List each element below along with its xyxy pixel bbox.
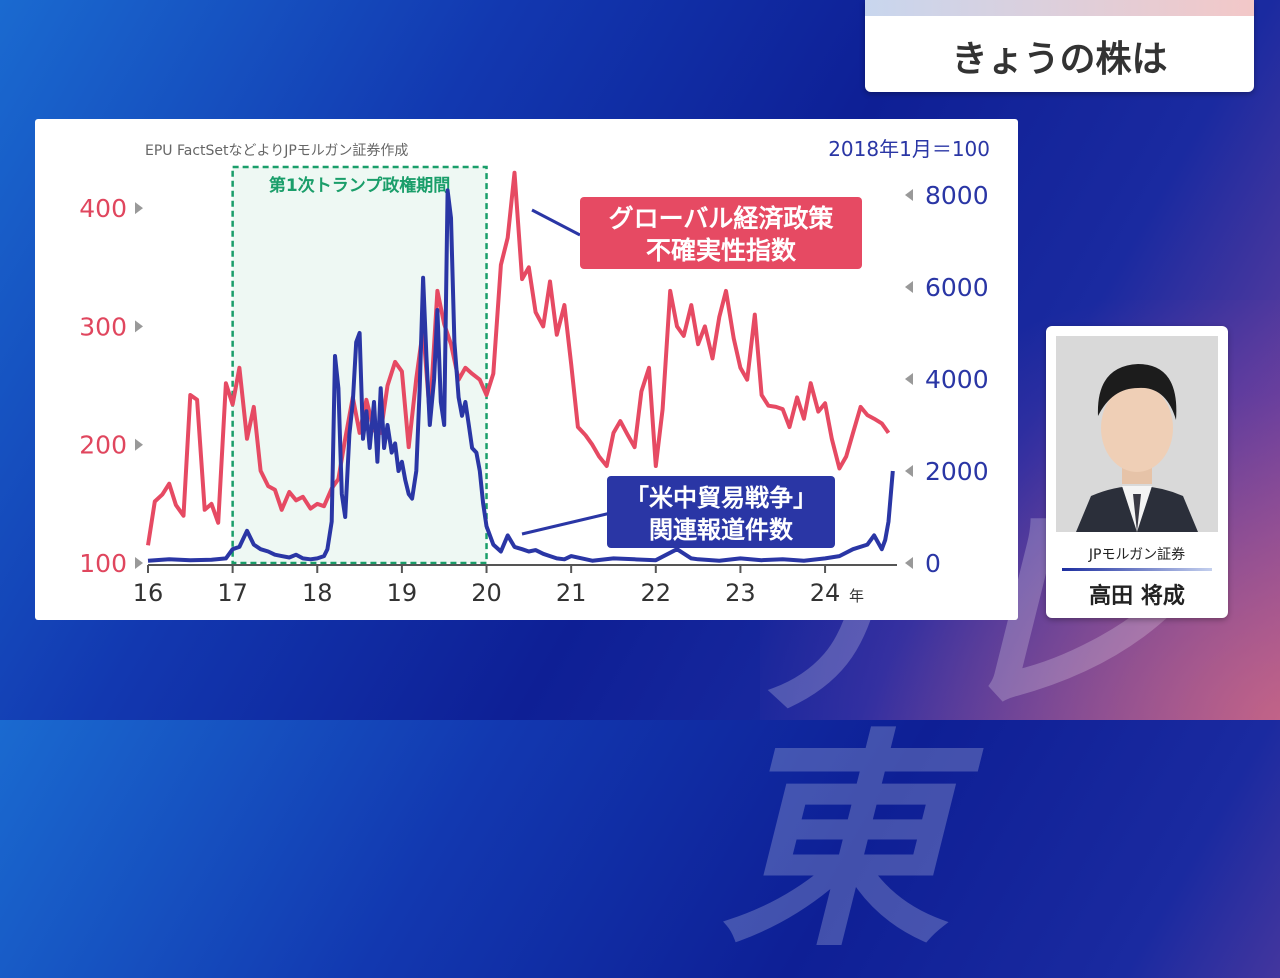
trade-callout-line2: 関連報道件数 [649,516,794,544]
left-tick-label: 300 [79,312,127,341]
guest-name: 高田 将成 [1089,584,1185,609]
x-tick-label: 20 [471,579,502,607]
chart-svg: 第1次トランプ政権期間 EPU FactSetなどよりJPモルガン証券作成 20… [79,137,990,607]
guest-portrait-image [1056,336,1218,532]
trump-period-label: 第1次トランプ政権期間 [269,175,450,196]
left-axis: 100 200 300 400 [79,194,143,578]
trade-callout-box [607,476,835,548]
x-axis: 16 17 18 19 20 21 22 23 24 年 [133,564,897,607]
right-tick-marker [905,281,913,293]
right-tick-label: 4000 [925,365,989,394]
right-axis: 0 2000 4000 6000 8000 [905,181,989,578]
chart-card: 第1次トランプ政権期間 EPU FactSetなどよりJPモルガン証券作成 20… [35,119,1018,620]
program-title-box: きょうの株は [865,0,1254,92]
guest-organization: JPモルガン証券 [1088,547,1186,563]
guest-card: JPモルガン証券 高田 将成 [1046,326,1228,618]
source-note: EPU FactSetなどよりJPモルガン証券作成 [145,143,408,159]
title-strip [865,0,1254,16]
x-axis-unit: 年 [849,587,864,605]
left-tick-label: 200 [79,431,127,460]
right-tick-marker [905,557,913,569]
guest-photo [1056,336,1218,532]
series-trade-war-line [147,188,895,563]
x-tick-label: 21 [556,579,587,607]
left-tick-marker [135,438,143,451]
epu-callout-box [580,197,862,269]
guest-name-divider [1062,568,1212,571]
x-tick-label: 19 [387,579,418,607]
epu-callout-line1: グローバル経済政策 [609,204,835,233]
series-epu-line [146,170,891,546]
x-tick-label: 23 [725,579,756,607]
left-tick-marker [135,202,143,215]
index-base-note: 2018年1月＝100 [828,137,990,161]
right-tick-marker [905,465,913,477]
left-tick-label: 400 [79,194,127,223]
right-tick-label: 0 [925,549,941,578]
right-tick-label: 8000 [925,181,989,210]
program-title: きょうの株は [951,39,1168,80]
left-tick-marker [135,557,143,569]
right-tick-marker [905,373,913,385]
left-tick-marker [135,320,143,333]
x-tick-label: 18 [302,579,333,607]
x-tick-label: 24 [810,579,841,607]
right-tick-marker [905,189,913,201]
epu-callout-pointer [531,208,581,237]
x-tick-label: 16 [133,579,164,607]
right-tick-label: 2000 [925,457,989,486]
x-tick-label: 22 [641,579,672,607]
trade-callout-line1: 「米中貿易戦争」 [625,484,817,512]
left-tick-label: 100 [79,549,127,578]
trade-callout-pointer [521,510,616,536]
right-tick-label: 6000 [925,273,989,302]
epu-callout-line2: 不確実性指数 [646,236,797,265]
x-tick-label: 17 [217,579,248,607]
